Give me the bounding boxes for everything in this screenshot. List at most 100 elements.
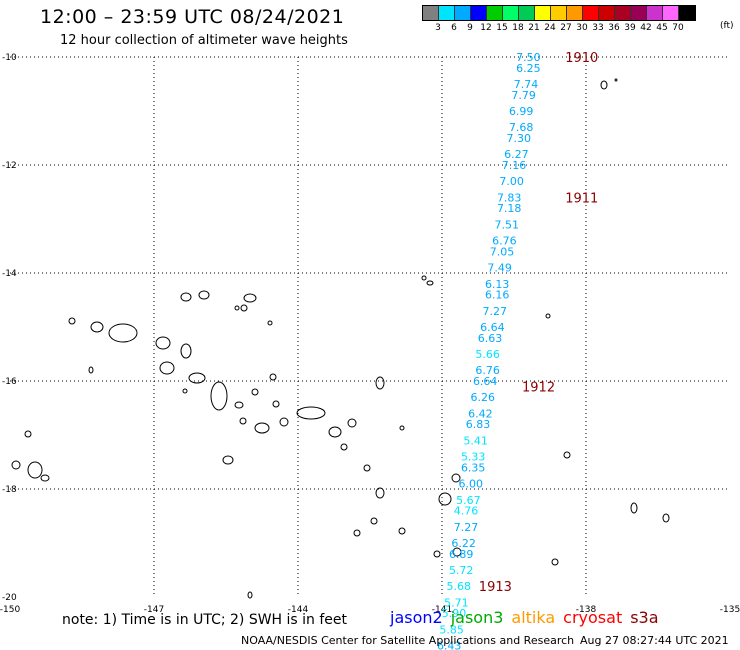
lon-tick-label: -141 [432,605,452,615]
wave-height-value: 5.72 [449,564,474,577]
island-outline [399,425,405,431]
map-title: 12:00 – 23:59 UTC 08/24/2021 [40,6,345,28]
island-outline [88,366,94,374]
legend-label: 33 [592,23,604,33]
wave-height-value: 7.18 [497,202,522,215]
island-outline [159,361,175,375]
wave-height-value: 6.26 [471,391,496,404]
legend-label: 9 [467,23,473,33]
lon-tick-label: -144 [288,605,309,615]
island-outline [40,474,50,482]
lon-tick-label: -135 [720,605,740,615]
island-outline [545,313,551,319]
island-outline [426,280,434,286]
wave-height-value: 7.00 [499,175,524,188]
legend-label: 45 [656,23,668,33]
wave-height-value: 6.64 [473,375,498,388]
lat-tick-label: -18 [2,485,17,495]
color-scale-legend: 3 6 9 12 15 18 21 24 27 30 33 36 39 42 45 70 (ft) [422,5,734,35]
wave-height-value: 7.50 [516,51,541,64]
wave-height-value: 5.90 [442,607,467,620]
island-outline [433,550,441,558]
legend-swatch [551,6,567,20]
wave-height-value: 7.51 [495,218,520,231]
satellite-s3a: s3a [630,608,659,627]
map-subtitle: 12 hour collection of altimeter wave hei… [60,33,348,48]
island-outline [451,473,461,483]
satellite-altika: altika [511,608,556,627]
lon-tick-label: -150 [0,605,20,615]
legend-label: 42 [640,23,652,33]
legend-swatch [631,6,647,20]
legend-label: 39 [624,23,636,33]
island-outline [363,464,371,472]
island-outline [375,487,385,499]
wave-height-value: 7.27 [454,521,479,534]
legend-label: 24 [544,23,556,33]
legend-swatch [487,6,503,20]
wave-height-value: 7.74 [514,78,539,91]
island-outline [375,376,385,390]
wave-height-value: 5.41 [463,434,488,447]
wave-height-value: 6.89 [449,548,474,561]
wave-height-value: 5.85 [439,623,464,636]
wave-height-value: 7.68 [509,121,534,134]
track-time-label: 1910 [565,51,598,66]
island-outline [269,373,277,381]
generation-timestamp: Aug 27 08:27:44 UTC 2021 [580,634,729,647]
wave-height-value: 4.76 [454,505,479,518]
wave-height-value: 7.16 [502,159,527,172]
wave-height-value: 7.30 [507,132,532,145]
track-time-label: 1913 [479,580,512,595]
island-outline [614,78,618,82]
wave-height-value: 6.25 [516,62,541,75]
legend-swatch [599,6,615,20]
wave-height-value: 6.27 [504,148,529,161]
lat-tick-label: -14 [2,269,17,279]
island-outline [243,293,257,303]
island-outline [198,290,210,300]
island-outline [90,321,104,333]
legend-label: 6 [451,23,457,33]
island-outline [239,417,247,425]
wave-height-value: 7.49 [487,262,512,275]
wave-height-value: 7.79 [511,89,536,102]
track-time-label: 1912 [522,380,555,395]
wave-height-value: 6.83 [466,418,491,431]
island-outline [108,323,138,343]
lon-tick-label: -147 [144,605,164,615]
satellite-legend: jason2 jason3 altika cryosat s3a [390,608,667,627]
island-outline [340,443,348,451]
legend-swatch [647,6,663,20]
wave-height-value: 5.66 [475,348,500,361]
satellite-jason2: jason2 [390,608,443,627]
island-outline [251,388,259,396]
island-outline [438,492,452,506]
island-outline [630,502,638,514]
wave-height-value: 6.35 [461,461,486,474]
island-outline [398,527,406,535]
legend-swatch [567,6,583,20]
legend-swatch [439,6,455,20]
wave-height-value: 6.43 [437,640,462,650]
color-scale-bar [422,5,696,21]
wave-height-value: 6.99 [509,105,534,118]
legend-swatch [519,6,535,20]
wave-height-value: 5.33 [461,451,486,464]
island-outline [600,80,608,90]
legend-swatch [423,6,439,20]
wave-height-value: 6.42 [468,407,493,420]
island-outline [254,422,270,434]
lat-tick-label: -20 [2,593,17,603]
lat-tick-label: -16 [2,377,17,387]
island-outline [155,336,171,350]
wave-height-value: 6.63 [478,332,503,345]
island-outline [180,292,192,302]
island-outline [180,343,192,359]
island-outline [353,529,361,537]
legend-label: 21 [528,23,540,33]
island-outline [296,406,326,420]
legend-label: 12 [480,23,492,33]
wave-height-value: 5.71 [444,596,469,609]
